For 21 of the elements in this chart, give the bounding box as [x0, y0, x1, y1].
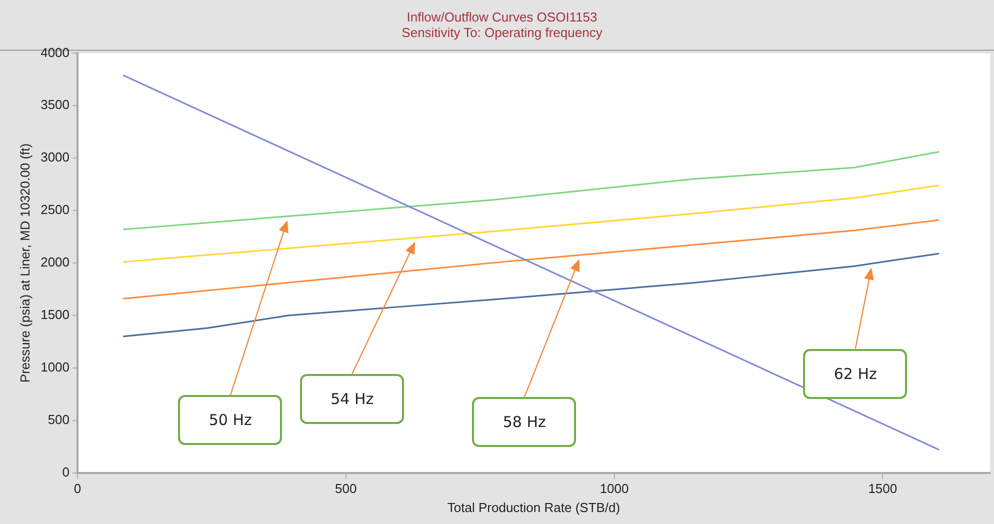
x-tick-label: 0: [74, 481, 82, 496]
callout-box: 62 Hz: [803, 348, 908, 399]
y-tick-label: 500: [48, 412, 70, 427]
y-tick-label: 2000: [40, 254, 70, 270]
y-tick-label: 3000: [40, 150, 70, 165]
x-tick-label: 1500: [868, 481, 898, 496]
y-axis-title: Pressure (psia) at Liner, MD 10320.00 (ft): [17, 143, 32, 383]
chart-title: Inflow/Outflow Curves OSOI1153: [406, 9, 598, 24]
x-tick-label: 500: [335, 481, 357, 496]
y-tick-label: 0: [62, 464, 70, 480]
x-tick-label: 1000: [600, 481, 629, 496]
x-axis-title: Total Production Rate (STB/d): [447, 500, 620, 515]
chart-subtitle: Sensitivity To: Operating frequency: [402, 24, 603, 40]
y-tick-label: 1500: [40, 307, 70, 322]
callout-box: 50 Hz: [178, 395, 282, 446]
callout-box: 58 Hz: [472, 397, 576, 448]
y-tick-label: 1000: [40, 359, 70, 374]
y-tick-label: 2500: [40, 202, 70, 218]
y-tick-label: 4000: [40, 44, 70, 60]
callout-box: 54 Hz: [300, 374, 404, 424]
y-tick-label: 3500: [40, 97, 70, 112]
